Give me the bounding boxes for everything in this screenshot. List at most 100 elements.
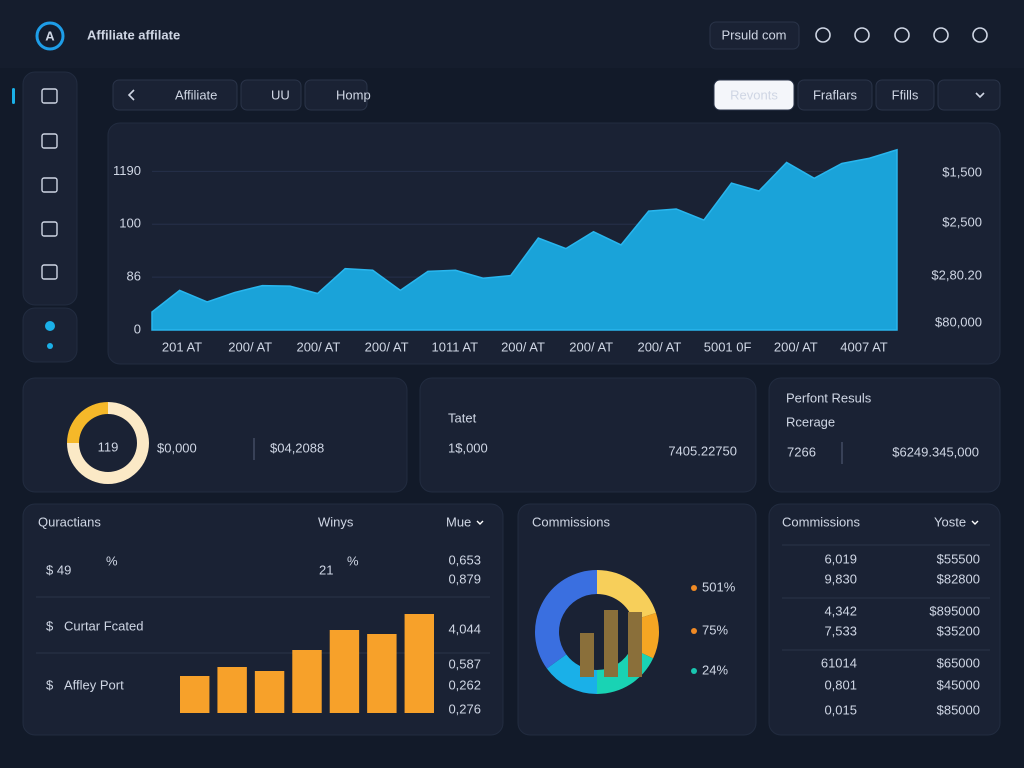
status-dot-small bbox=[47, 343, 53, 349]
bar bbox=[404, 614, 434, 713]
sidebar-icon[interactable] bbox=[41, 177, 58, 193]
header-icon[interactable] bbox=[815, 27, 831, 43]
inner-bar bbox=[604, 610, 618, 677]
active-indicator bbox=[12, 88, 15, 104]
dropdown-caret bbox=[971, 520, 979, 525]
y-tick-label: 0 bbox=[134, 321, 141, 336]
table-cell: $35200 bbox=[937, 623, 980, 638]
stat-value: $04,2088 bbox=[270, 440, 324, 455]
donut-center: 119 bbox=[98, 439, 119, 454]
filter-button-label: Ffills bbox=[892, 87, 919, 102]
sidebar-icon[interactable] bbox=[41, 88, 58, 104]
bar bbox=[254, 671, 285, 713]
logo-ring bbox=[35, 21, 65, 51]
trend-area bbox=[151, 148, 898, 331]
x-tick-label: 200/ AT bbox=[637, 339, 681, 354]
stat-title: Tatet bbox=[448, 410, 477, 425]
sidebar-icon[interactable] bbox=[41, 264, 58, 280]
table-cell: 9,830 bbox=[824, 571, 857, 586]
nav-tab-label: UU bbox=[271, 87, 290, 102]
bar bbox=[329, 630, 360, 713]
logo: A bbox=[45, 28, 55, 43]
view-dropdown[interactable] bbox=[937, 79, 1001, 111]
x-tick-label: 200/ AT bbox=[296, 339, 340, 354]
table-cell: $55500 bbox=[937, 551, 980, 566]
kpi-value: $ 49 bbox=[46, 562, 71, 577]
table-cell: $65000 bbox=[937, 655, 980, 670]
dropdown: Mue bbox=[446, 514, 471, 529]
table-cell: 61014 bbox=[821, 655, 857, 670]
header-icon[interactable] bbox=[972, 27, 988, 43]
stat-value: $6249.345,000 bbox=[892, 444, 979, 459]
dropdown-caret bbox=[975, 92, 985, 99]
table-cell: 7,533 bbox=[824, 623, 857, 638]
y-tick-label: 86 bbox=[127, 269, 141, 284]
stat-big: 1$,000 bbox=[448, 440, 488, 455]
side-value: 0,276 bbox=[448, 701, 481, 716]
inner-bar bbox=[628, 612, 642, 677]
dropdown-caret bbox=[476, 520, 484, 525]
donut-segment bbox=[535, 570, 597, 669]
header-icon[interactable] bbox=[894, 27, 910, 43]
right-axis-label: $80,000 bbox=[935, 314, 982, 329]
legend-swatch bbox=[691, 668, 697, 674]
donut-segment bbox=[597, 570, 656, 621]
filter-button[interactable] bbox=[875, 79, 935, 111]
filter-button-label: Revonts bbox=[730, 87, 778, 102]
kpi-value: 21 bbox=[319, 562, 333, 577]
legend-label: 501% bbox=[702, 579, 736, 594]
app-title: Affiliate affilate bbox=[87, 27, 180, 42]
x-tick-label: 5001 0F bbox=[704, 339, 752, 354]
kpi-unit: % bbox=[106, 553, 118, 568]
sidebar bbox=[22, 71, 78, 306]
row-icon: $ bbox=[46, 677, 54, 692]
side-value: 0,262 bbox=[448, 677, 481, 692]
legend-swatch bbox=[691, 628, 697, 634]
side-value: 0,879 bbox=[448, 571, 481, 586]
donut-segment bbox=[546, 654, 597, 694]
card-title: Commissions bbox=[532, 514, 611, 529]
search-box[interactable] bbox=[709, 21, 800, 50]
column-title: Winys bbox=[318, 514, 354, 529]
x-tick-label: 4007 AT bbox=[840, 339, 888, 354]
side-value: 0,653 bbox=[448, 552, 481, 567]
nav-tab[interactable] bbox=[240, 79, 302, 111]
stat-subtitle: Rcerage bbox=[786, 414, 835, 429]
stat-card bbox=[22, 377, 408, 493]
nav-tab[interactable] bbox=[304, 79, 368, 111]
filter-button[interactable] bbox=[713, 79, 795, 111]
stat-card bbox=[419, 377, 757, 493]
header-icon[interactable] bbox=[933, 27, 949, 43]
sidebar-icon[interactable] bbox=[41, 221, 58, 237]
card-title: Commissions bbox=[782, 514, 861, 529]
back-arrow bbox=[127, 89, 135, 101]
dropdown: Yoste bbox=[934, 514, 966, 529]
table-cell: $895000 bbox=[929, 603, 980, 618]
filter-button[interactable] bbox=[797, 79, 873, 111]
header-icon[interactable] bbox=[854, 27, 870, 43]
stat-secondary: 7405.22750 bbox=[668, 443, 737, 458]
x-tick-label: 200/ AT bbox=[774, 339, 818, 354]
search-text: Prsuld com bbox=[721, 27, 786, 42]
x-tick-label: 1011 AT bbox=[432, 339, 479, 354]
right-axis-label: $1,500 bbox=[942, 164, 982, 179]
stat-value: $0,000 bbox=[157, 440, 197, 455]
x-tick-label: 200/ AT bbox=[228, 339, 272, 354]
right-axis-label: $2,500 bbox=[942, 214, 982, 229]
stat-card bbox=[768, 377, 1001, 493]
nav-tab-label: Affiliate bbox=[175, 87, 217, 102]
sidebar-extra bbox=[22, 307, 78, 363]
back-affiliate-tab[interactable] bbox=[112, 79, 238, 111]
row-label: Curtar Fcated bbox=[64, 618, 143, 633]
y-tick-label: 100 bbox=[119, 216, 141, 231]
row-icon: $ bbox=[46, 618, 54, 633]
x-tick-label: 201 AT bbox=[162, 339, 202, 354]
y-tick-label: 1190 bbox=[113, 163, 141, 178]
bar bbox=[292, 650, 322, 713]
sidebar-icon[interactable] bbox=[41, 133, 58, 149]
bar bbox=[180, 676, 210, 713]
row-label: Affley Port bbox=[64, 677, 124, 692]
table-cell: 0,015 bbox=[824, 702, 857, 717]
right-axis-label: $2,80.20 bbox=[931, 267, 982, 282]
